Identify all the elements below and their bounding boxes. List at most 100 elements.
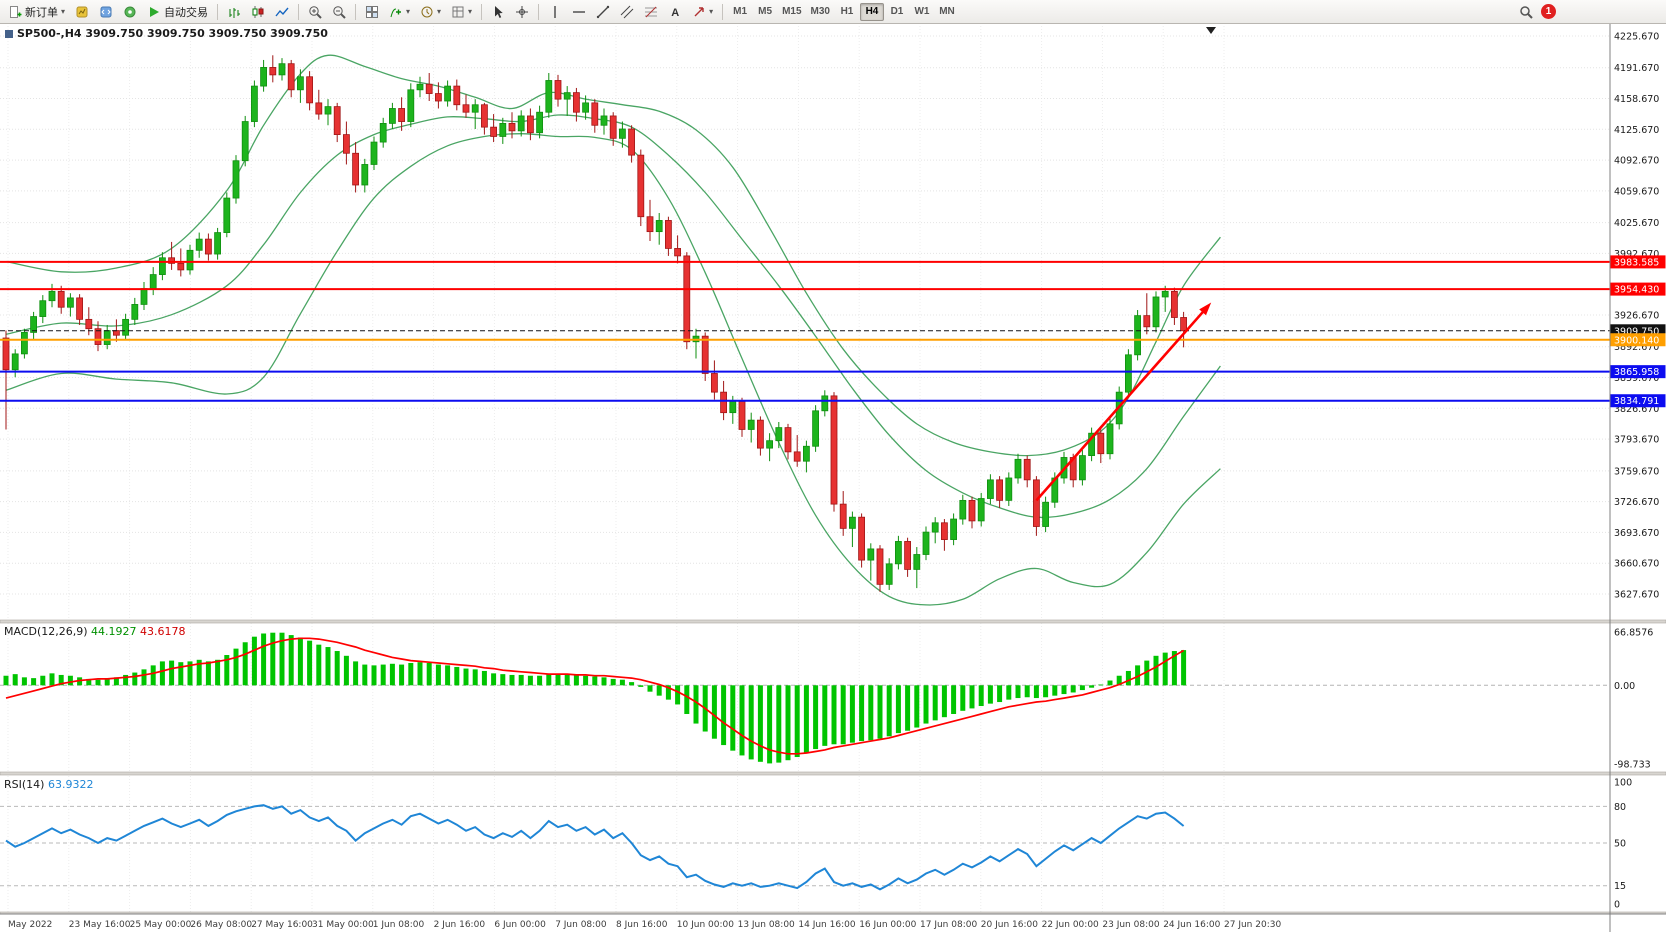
candle-up <box>195 232 203 258</box>
bar-chart-button[interactable] <box>223 2 245 22</box>
price-line-label <box>1610 333 1666 347</box>
options-icon <box>123 5 137 19</box>
macd-signal-line <box>5 637 1185 755</box>
zoom-in-button[interactable] <box>304 2 326 22</box>
trendline-button[interactable] <box>592 2 614 22</box>
candle-body <box>996 479 1003 501</box>
options-button[interactable] <box>119 2 141 22</box>
tile-icon <box>365 5 379 19</box>
text-button[interactable]: A <box>664 2 686 22</box>
vertical-line-button[interactable] <box>544 2 566 22</box>
price-lines <box>0 260 1610 402</box>
arrows-button[interactable]: ▾ <box>688 2 717 22</box>
rsi-line <box>5 804 1185 891</box>
panel-separator[interactable] <box>0 619 1666 624</box>
charts-button[interactable] <box>71 2 93 22</box>
candle-body <box>895 541 902 565</box>
auto-trading-button[interactable]: 自动交易 <box>143 2 212 22</box>
timeframe-button-m1[interactable]: M1 <box>728 3 752 21</box>
search-icon[interactable] <box>1519 5 1533 19</box>
macd-histogram-bar <box>1006 685 1012 700</box>
timeframe-button-m5[interactable]: M5 <box>753 3 777 21</box>
candle-body <box>839 503 847 529</box>
trend-arrow[interactable] <box>1035 302 1212 502</box>
timeframe-button-m30[interactable]: M30 <box>807 3 834 21</box>
macd-axis-label: -98.733 <box>1614 759 1651 770</box>
timeframe-button-m15[interactable]: M15 <box>778 3 805 21</box>
macd-histogram-bar <box>389 663 395 686</box>
candle-body <box>342 134 350 154</box>
candle-body <box>573 92 580 113</box>
panel-separator[interactable] <box>0 771 1666 776</box>
vline-icon <box>548 5 562 19</box>
tile-windows-button[interactable] <box>361 2 383 22</box>
charts-icon <box>75 5 89 19</box>
macd-histogram-bar <box>399 664 405 686</box>
candle-body <box>241 121 249 162</box>
macd-histogram-bar <box>113 677 119 686</box>
timeframe-button-h4[interactable]: H4 <box>859 2 884 21</box>
macd-histogram-bar <box>1070 685 1076 693</box>
price-tick-label: 3693.670 <box>1614 528 1659 539</box>
trend-arrow-line[interactable] <box>1035 307 1207 502</box>
price-tick-label: 3892.670 <box>1614 342 1659 353</box>
candle-body <box>1152 296 1160 328</box>
candle-body <box>149 274 157 289</box>
toolbar-separator <box>217 3 219 20</box>
channel-button[interactable] <box>616 2 638 22</box>
chart-shift-marker[interactable] <box>1206 27 1216 34</box>
rsi-axis-label: 80 <box>1614 802 1626 813</box>
chevron-down-icon: ▾ <box>61 6 66 16</box>
macd-histogram-bar <box>67 675 73 686</box>
new-order-button[interactable]: 新订单 ▾ <box>4 2 69 22</box>
chart-area[interactable]: 4225.670 4191.670 4158.670 4125.670 4092.670… <box>0 24 1666 944</box>
candle-up <box>950 513 957 546</box>
horizontal-line-button[interactable] <box>568 2 590 22</box>
rsi-label: RSI(14) 63.9322 <box>4 778 93 791</box>
fibonacci-button[interactable] <box>640 2 662 22</box>
templates-button[interactable]: ▾ <box>447 2 476 22</box>
chevron-down-icon: ▾ <box>468 6 473 16</box>
zoom-in-icon <box>308 5 322 19</box>
timeframe-button-h1[interactable]: H1 <box>835 3 859 21</box>
candle-body <box>85 318 93 330</box>
line-chart-button[interactable] <box>271 2 293 22</box>
price-tick-label: 4059.670 <box>1614 186 1659 197</box>
time-axis[interactable]: May 2022 23 May 16:00 25 May 00:00 26 May 0… <box>8 920 1281 930</box>
periods-button[interactable]: ▾ <box>416 2 445 22</box>
candlestick-chart-button[interactable] <box>247 2 269 22</box>
rsi-axis-label: 50 <box>1614 839 1626 850</box>
macd-histogram-bar <box>969 685 975 709</box>
price-line-label-text: 3954.430 <box>1614 285 1659 296</box>
candle-up <box>1161 285 1169 312</box>
candle-body <box>517 115 525 132</box>
bollinger-middle-band <box>5 114 1221 519</box>
macd-histogram-bar <box>877 685 883 739</box>
candle-body <box>1143 315 1151 328</box>
macd-histogram-bar <box>987 685 993 704</box>
candle-body <box>977 498 985 522</box>
metaeditor-button[interactable] <box>95 2 117 22</box>
candle-up <box>140 282 148 311</box>
macd-histogram-bar <box>1171 651 1177 686</box>
crosshair-button[interactable] <box>511 2 533 22</box>
cursor-button[interactable] <box>487 2 509 22</box>
candle-up <box>545 73 553 118</box>
candle-body <box>987 479 994 499</box>
notification-badge[interactable]: 1 <box>1541 4 1556 19</box>
candle-up <box>867 543 875 581</box>
timeframe-button-mn[interactable]: MN <box>935 3 959 21</box>
macd-histogram-bar <box>242 642 248 686</box>
price-grid: 4225.670 4191.670 4158.670 4125.670 4092.670… <box>0 32 1659 601</box>
zoom-out-button[interactable] <box>328 2 350 22</box>
macd-histogram-bar <box>215 659 221 686</box>
indicators-button[interactable]: ▾ <box>385 2 414 22</box>
auto-trading-label: 自动交易 <box>164 6 209 19</box>
timeframe-button-w1[interactable]: W1 <box>910 3 934 21</box>
candle-body <box>103 330 111 345</box>
chart-canvas[interactable]: 4225.670 4191.670 4158.670 4125.670 4092.670… <box>0 24 1666 944</box>
candle-body <box>168 257 176 264</box>
price-line-label-text: 3865.958 <box>1614 367 1659 378</box>
price-tick-label: 4092.670 <box>1614 156 1659 167</box>
timeframe-button-d1[interactable]: D1 <box>885 3 909 21</box>
